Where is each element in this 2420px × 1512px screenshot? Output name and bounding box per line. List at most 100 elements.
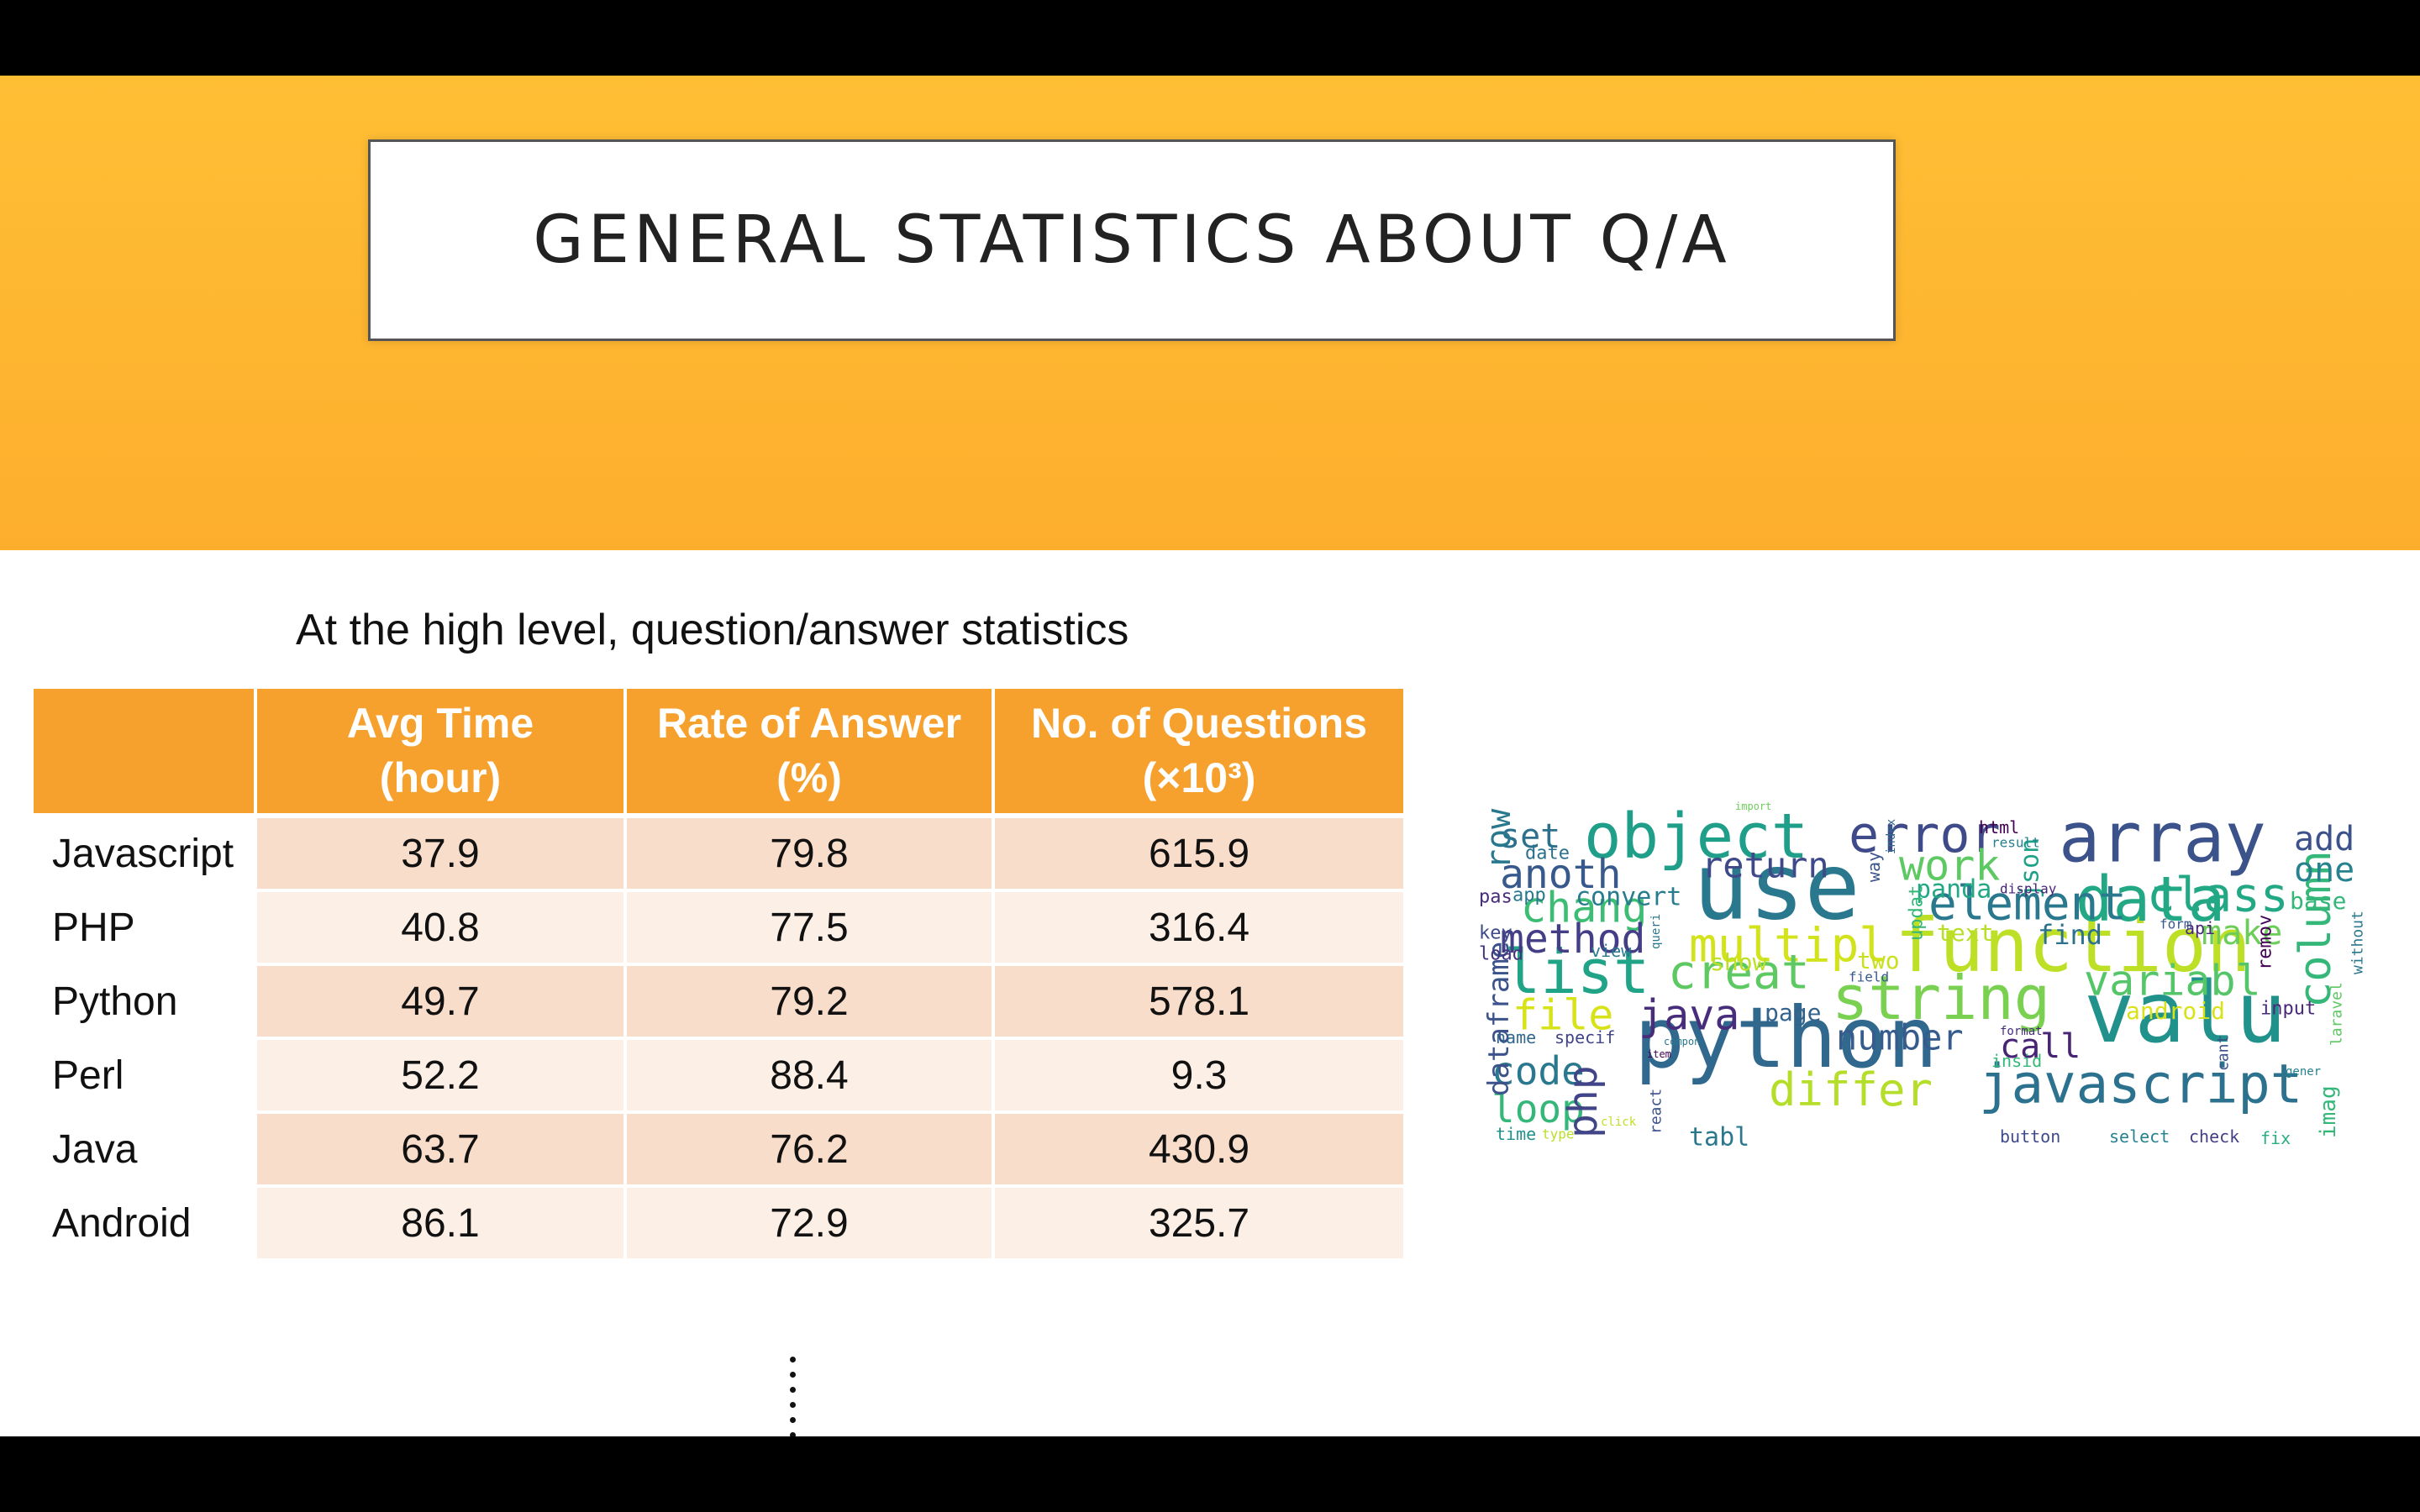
cloud-word: php	[1560, 1065, 1607, 1138]
cloud-word: python	[1634, 989, 1938, 1087]
cloud-word: code	[1491, 1048, 1585, 1094]
header-num-questions: No. of Questions (×10³)	[993, 689, 1407, 818]
cloud-word: item	[1647, 1048, 1671, 1060]
table-row: Javascript 37.9 79.8 615.9	[34, 816, 1407, 892]
cloud-word: field	[1849, 969, 1889, 985]
cell-rate: 72.9	[625, 1186, 995, 1262]
cloud-word: list	[1504, 937, 1649, 1007]
cloud-word: html	[1979, 817, 2019, 837]
cloud-word: without	[2349, 911, 2366, 974]
cloud-word: text	[1937, 919, 1993, 947]
cell-questions: 9.3	[993, 1038, 1407, 1114]
cloud-word: load	[1479, 944, 1523, 965]
cloud-word: find	[2038, 919, 2102, 951]
cloud-word: number	[1836, 1017, 1964, 1058]
table-header-row: Avg Time (hour) Rate of Answer (%) No. o…	[34, 689, 1407, 818]
header-line: (hour)	[379, 754, 502, 801]
cloud-word: pas	[1479, 887, 1512, 908]
header-empty-cell	[34, 689, 257, 818]
cloud-word: row	[1480, 808, 1518, 869]
cloud-word: react	[1647, 1089, 1665, 1134]
cloud-word: input	[2260, 999, 2316, 1020]
cloud-word: error	[1849, 806, 2001, 864]
cell-rate: 79.8	[625, 816, 995, 892]
cloud-word: json	[2016, 838, 2045, 899]
cloud-word: show	[1710, 948, 1767, 976]
row-language: Perl	[34, 1038, 257, 1114]
cloud-word: cant	[2214, 1035, 2232, 1071]
cloud-word: select	[2109, 1126, 2170, 1147]
cloud-word: import	[1735, 801, 1771, 812]
cloud-word: time	[1496, 1124, 1536, 1144]
cloud-word: remov	[2255, 915, 2276, 970]
header-avg-time: Avg Time (hour)	[255, 689, 627, 818]
cloud-word: use	[1693, 833, 1860, 941]
cloud-word: laravel	[2328, 982, 2345, 1046]
cloud-word: data	[2075, 864, 2225, 936]
header-line: Avg Time	[346, 700, 534, 747]
cloud-word: valu	[2084, 963, 2286, 1062]
cloud-word: date	[1525, 843, 1570, 864]
cloud-word: element	[1928, 877, 2127, 932]
cell-questions: 325.7	[993, 1186, 1407, 1262]
cloud-word: specif	[1555, 1027, 1615, 1047]
cloud-word: two	[1857, 947, 1900, 974]
cell-questions: 430.9	[993, 1112, 1407, 1188]
cloud-word: set	[1500, 817, 1560, 856]
cloud-word: one	[2294, 851, 2354, 890]
cloud-word: anoth	[1500, 851, 1622, 898]
cloud-word: file	[1512, 991, 1613, 1040]
table-row: Python 49.7 79.2 578.1	[34, 964, 1407, 1040]
cloud-word: fix	[2260, 1128, 2291, 1148]
cloud-word: string	[1832, 963, 2050, 1033]
cell-avg-time: 37.9	[255, 816, 627, 892]
cloud-word: convert	[1576, 883, 1681, 912]
cloud-word: javascript	[1979, 1053, 2302, 1116]
table-caption: At the high level, question/answer stati…	[296, 606, 1129, 654]
cell-questions: 578.1	[993, 964, 1407, 1040]
cell-avg-time: 40.8	[255, 890, 627, 966]
vertical-ellipsis	[790, 1357, 797, 1436]
cell-rate: 76.2	[625, 1112, 995, 1188]
cloud-word: type	[1542, 1126, 1575, 1142]
word-cloud: use python valu function array object data stri…	[1466, 794, 2374, 1268]
cloud-word: method	[1500, 916, 1645, 963]
header-rate-of-answer: Rate of Answer (%)	[625, 689, 995, 818]
table-row: Java 63.7 76.2 430.9	[34, 1112, 1407, 1188]
cloud-word: app	[1512, 885, 1546, 906]
row-language: PHP	[34, 890, 257, 966]
table-row: PHP 40.8 77.5 316.4	[34, 890, 1407, 966]
cloud-word: button	[2000, 1126, 2060, 1147]
cloud-word: return	[1702, 845, 1829, 886]
cloud-word: multipl	[1689, 919, 1887, 974]
cell-avg-time: 86.1	[255, 1186, 627, 1262]
cell-rate: 79.2	[625, 964, 995, 1040]
cloud-word: make	[2202, 914, 2282, 953]
cloud-word: index	[1885, 819, 1898, 854]
cloud-word: check	[2189, 1126, 2239, 1147]
cloud-word: work	[1899, 842, 2000, 890]
cloud-word: imag	[2316, 1085, 2341, 1138]
cloud-word: compon	[1664, 1036, 1700, 1047]
cell-avg-time: 63.7	[255, 1112, 627, 1188]
title-box: GENERAL STATISTICS ABOUT Q/A	[368, 139, 1896, 341]
cell-rate: 88.4	[625, 1038, 995, 1114]
cloud-word: differ	[1769, 1063, 1933, 1116]
cloud-word: function	[1895, 902, 2251, 989]
cloud-word: base	[2290, 887, 2346, 915]
cloud-word: chang	[1521, 884, 1648, 932]
cloud-word: display	[2000, 881, 2057, 897]
header-line: (×10³)	[1142, 754, 1256, 801]
cloud-word: panda	[1916, 875, 1991, 905]
cloud-word: array	[2059, 799, 2266, 879]
cell-avg-time: 52.2	[255, 1038, 627, 1114]
cloud-word: object	[1584, 801, 1808, 873]
cloud-word: loop	[1491, 1086, 1585, 1131]
cloud-word: way	[1864, 852, 1884, 882]
cloud-word: add	[2294, 820, 2354, 858]
cloud-word: column	[2291, 850, 2341, 1008]
cloud-word: creat	[1668, 946, 1810, 1000]
table-row: Perl 52.2 88.4 9.3	[34, 1038, 1407, 1114]
cloud-word: android	[2126, 997, 2225, 1025]
